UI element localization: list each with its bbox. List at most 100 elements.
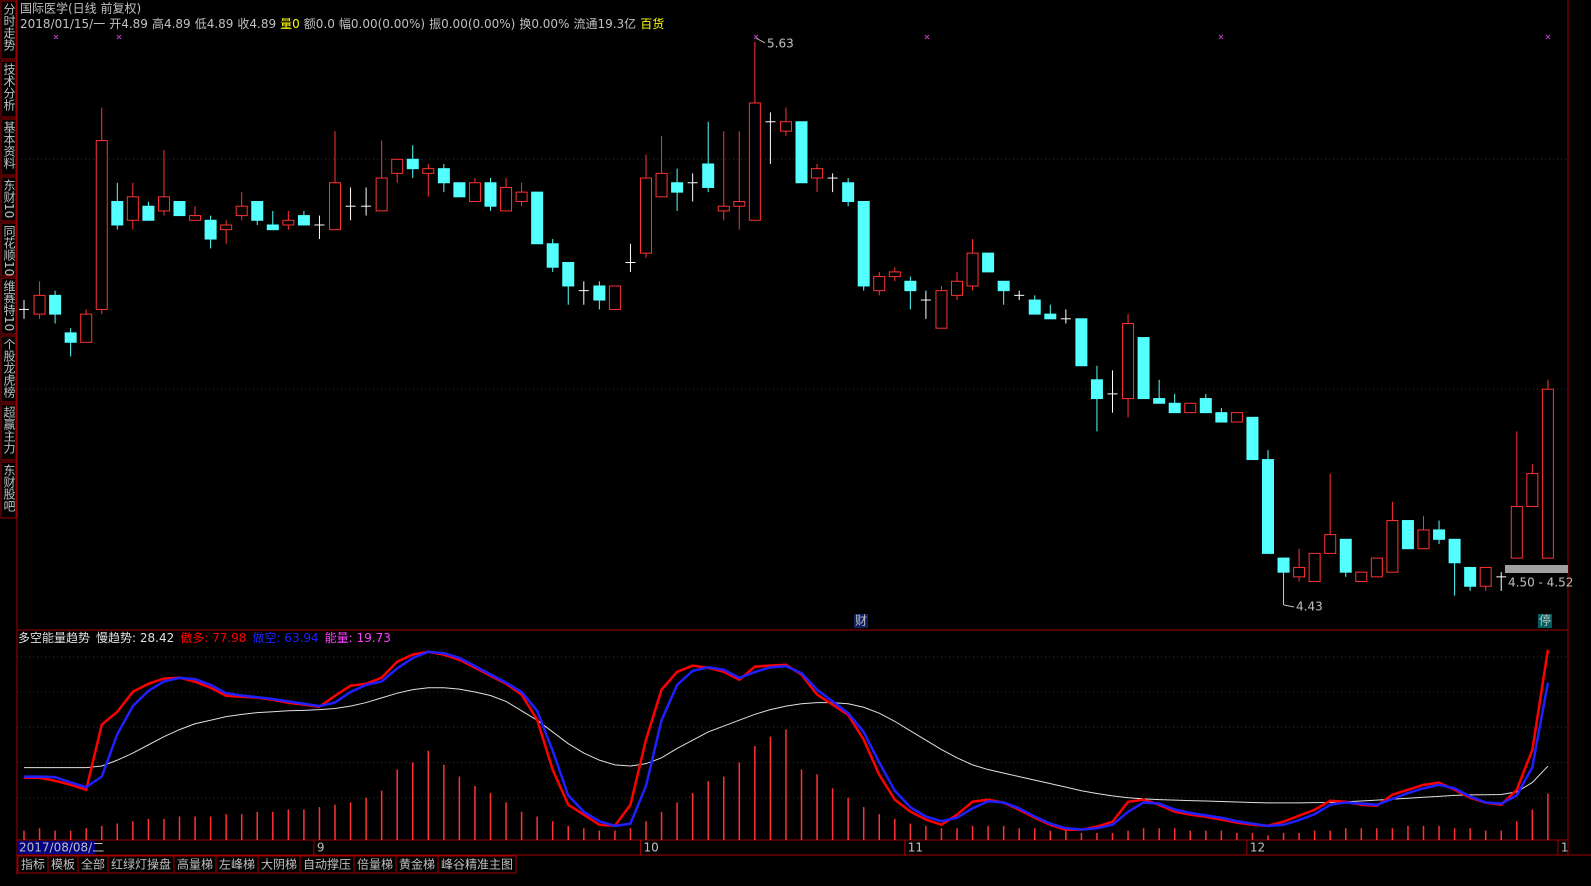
bottom-tab-label[interactable]: 高量梯: [177, 857, 213, 872]
candle-body: [1184, 402, 1197, 414]
sidebar-tab[interactable]: [0, 403, 17, 461]
bottom-tab-label[interactable]: 左峰梯: [219, 857, 255, 872]
candle-body: [1075, 318, 1088, 367]
info-item: 收4.89: [237, 17, 276, 31]
candle-body: [157, 196, 170, 212]
info-item: 2018/01/15/一: [20, 17, 105, 31]
sidebar-tab-label[interactable]: 超赢主力: [2, 405, 16, 455]
candle-body: [1153, 398, 1166, 404]
bottom-tab-label[interactable]: 黄金梯: [399, 857, 435, 872]
candle-body: [1122, 323, 1135, 400]
candle-body: [329, 182, 341, 231]
sidebar-tab[interactable]: [0, 222, 17, 277]
candle-body: [282, 219, 295, 226]
candle-body: [375, 177, 388, 212]
bottom-tab-label[interactable]: 红绿灯操盘: [111, 857, 171, 872]
sidebar-tab[interactable]: [0, 118, 17, 176]
sidebar-tab[interactable]: [0, 60, 17, 118]
sidebar-tab-label[interactable]: 个股龙虎榜: [2, 338, 16, 399]
bottom-tab-label[interactable]: 峰谷精准主图: [441, 858, 513, 872]
candle-body: [251, 201, 264, 221]
cross-markers: [53, 34, 1551, 40]
candle-body: [982, 252, 995, 273]
candle-body: [531, 191, 544, 245]
cai-badge: [854, 614, 868, 628]
candle-body: [1090, 379, 1103, 400]
candle-body: [1526, 473, 1539, 507]
candle-body: [655, 172, 668, 198]
candle-body: [235, 205, 248, 217]
legend-item: 慢趋势: 28.42: [96, 631, 174, 645]
sidebar-tab-label[interactable]: 基本资料: [2, 121, 16, 169]
legend-item: 能量: 19.73: [325, 631, 391, 645]
bottom-tab-label[interactable]: 倍量梯: [357, 857, 393, 872]
candle-body: [64, 332, 77, 343]
info-item: 振0.00(0.00%): [429, 17, 515, 31]
candle-body: [126, 196, 139, 221]
bottom-tab-label[interactable]: 模板: [51, 858, 75, 872]
sidebar-tab[interactable]: [0, 461, 17, 519]
ting-label: 停: [1539, 613, 1551, 628]
candle-body: [1464, 566, 1477, 587]
candle-body: [453, 182, 466, 198]
candle-body: [220, 224, 233, 231]
sidebar-tab-label[interactable]: 同花顺10: [2, 225, 16, 276]
candle-body: [1339, 538, 1352, 573]
sidebar-tab-label[interactable]: 东财10: [2, 179, 16, 219]
candle-body: [204, 219, 217, 240]
candle-body: [608, 285, 621, 310]
candle-body: [189, 215, 202, 221]
sidebar-tab[interactable]: [0, 0, 17, 60]
bottom-tab-label[interactable]: 全部: [81, 857, 105, 872]
bottom-tab[interactable]: [437, 855, 517, 874]
candle-body: [1355, 571, 1368, 583]
indicator-line: [24, 650, 1550, 831]
candle-body: [546, 243, 559, 268]
info-item: 换0.00%: [519, 17, 569, 31]
bottom-tab-label[interactable]: 大阴梯: [261, 858, 297, 872]
candle-body: [748, 102, 761, 221]
sidebar-tab[interactable]: [0, 277, 17, 335]
indicator-legend: 多空能量趋势 慢趋势: 28.42 傲多: 77.98 做空: 63.94 能量: 19…: [18, 630, 391, 645]
candle-body: [1044, 313, 1057, 320]
candle-body: [562, 262, 575, 287]
sidebar-tab-label[interactable]: 维赛特10: [2, 280, 16, 332]
high-pointer: [755, 37, 766, 44]
x-tick-label: 9: [317, 841, 325, 855]
x-tick-label: 10: [643, 841, 658, 855]
info-item: 幅0.00(0.00%): [339, 16, 425, 31]
sidebar-tab-label[interactable]: 东财股吧: [2, 464, 16, 512]
x-tick-label: 1: [1561, 841, 1569, 855]
candle-body: [422, 168, 435, 174]
candle-body: [1277, 557, 1290, 573]
info-item: 流通19.3亿: [573, 16, 636, 31]
sidebar-tab[interactable]: [0, 335, 17, 403]
candle-body: [702, 163, 715, 188]
candle-body: [1510, 505, 1523, 559]
candle-body: [1308, 552, 1321, 583]
candle-body: [1479, 566, 1492, 587]
bottom-tab-label[interactable]: 自动撑压: [303, 857, 351, 872]
sidebar-tab-label[interactable]: 分时走势: [2, 3, 16, 51]
candle-body: [297, 215, 310, 226]
candle-body: [1324, 534, 1337, 554]
candle-body: [888, 271, 901, 278]
quote-info: 2018/01/15/一 开4.89 高4.89 低4.89 收4.89 量0 额0.0 幅0…: [20, 16, 664, 31]
sidebar-tab[interactable]: [0, 176, 17, 222]
candle-body: [406, 158, 419, 170]
candle-body: [500, 186, 513, 212]
candle-body: [1230, 412, 1243, 423]
candle-body: [95, 140, 108, 310]
info-item: 百货: [640, 16, 664, 31]
markers: [53, 34, 1551, 40]
sidebar-tab-label[interactable]: 技术分析: [2, 63, 16, 112]
candle-body: [842, 182, 855, 203]
candle-body: [640, 177, 652, 254]
candle-body: [437, 168, 450, 184]
candle-body: [1433, 529, 1446, 540]
candle-body: [1401, 520, 1414, 550]
candle-body: [1386, 520, 1399, 573]
range-label: 4.50 - 4.52: [1508, 576, 1573, 590]
bottom-tab-label[interactable]: 指标: [21, 857, 45, 872]
